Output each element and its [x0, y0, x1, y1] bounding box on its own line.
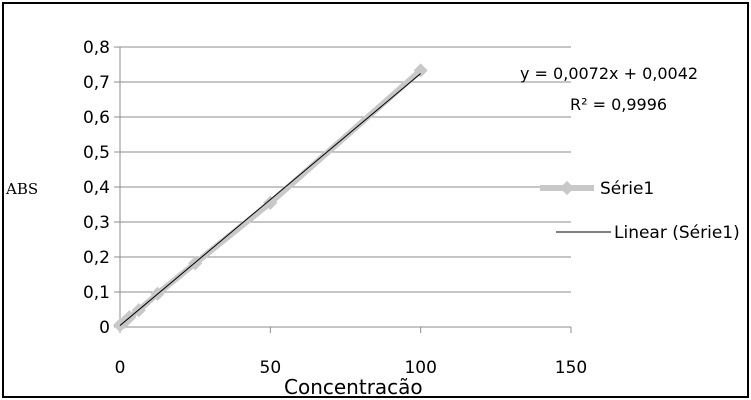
y-tick-label: 0 [99, 318, 110, 338]
gridlines [120, 46, 571, 328]
trendline-equation: y = 0,0072x + 0,0042 [520, 64, 698, 83]
data-point [263, 195, 278, 210]
legend-series-marker [559, 180, 575, 196]
x-tick-label: 50 [260, 358, 282, 378]
trendline [119, 73, 421, 326]
trendline-r2: R² = 0,9996 [570, 95, 667, 114]
y-tick-label: 0,2 [83, 248, 110, 268]
legend-series-label: Série1 [600, 179, 654, 199]
x-tick-label: 150 [555, 358, 587, 378]
x-tick-label: 100 [404, 358, 436, 378]
y-tick-label: 0,5 [83, 143, 110, 163]
y-tick-labels: 0 0,1 0,2 0,3 0,4 0,5 0,6 0,7 0,8 [83, 38, 110, 338]
y-tick-label: 0,4 [83, 178, 110, 198]
y-tick-label: 0,3 [83, 213, 110, 233]
data-point [413, 63, 428, 78]
legend-trend-label: Linear (Série1) [614, 223, 740, 243]
y-tick-label: 0,8 [83, 38, 110, 58]
x-axis-label: Concentracão [284, 375, 423, 399]
y-tick-label: 0,1 [83, 283, 110, 303]
legend: Série1 Linear (Série1) [540, 179, 740, 243]
y-axis-label: ABS [5, 180, 38, 198]
y-tick-label: 0,7 [83, 73, 110, 93]
x-tick-label: 0 [115, 358, 126, 378]
axes [114, 46, 572, 333]
y-tick-label: 0,6 [83, 108, 110, 128]
x-tick-labels: 0 50 100 150 [115, 358, 588, 378]
trendline-group [119, 73, 421, 326]
